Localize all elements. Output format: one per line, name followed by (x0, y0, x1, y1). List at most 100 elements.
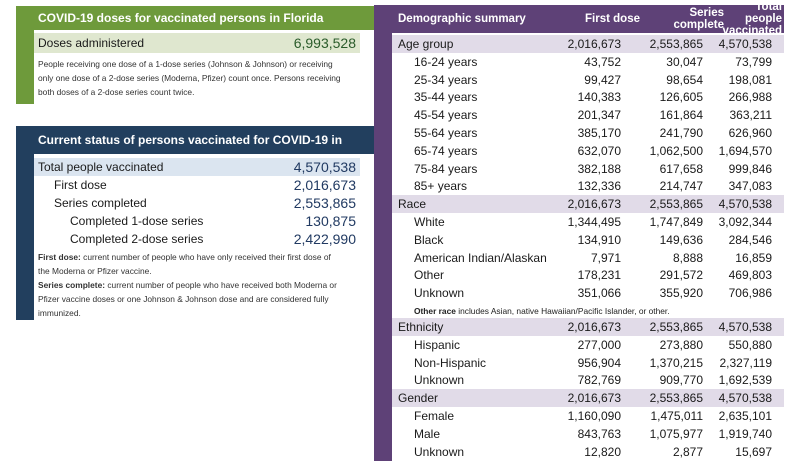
doses-administered-value: 6,993,528 (293, 35, 356, 51)
row-label: Gender (398, 391, 439, 406)
doses-administered-row: Doses administered 6,993,528 (34, 33, 360, 53)
series-complete-cell: 1,475,011 (650, 409, 704, 423)
status-row-label: Total people vaccinated (38, 160, 164, 174)
table-header: Demographic summary First dose Series com… (392, 1, 784, 37)
total-vaccinated-cell: 4,570,538 (718, 391, 772, 406)
series-complete-cell: 2,553,865 (649, 37, 703, 51)
series-complete-cell: 291,572 (659, 268, 703, 283)
series-complete-cell: 241,790 (659, 126, 703, 140)
table-row: Unknown 12,820 2,877 15,697 (392, 443, 784, 461)
first-dose-definition-text: current number of people who have only r… (80, 252, 331, 262)
series-complete-cell: 1,062,500 (649, 143, 703, 158)
first-dose-definition: First dose: current number of people who… (38, 250, 360, 264)
header-total-vaccinated: Total people vaccinated (723, 1, 782, 37)
table-row: Male 843,763 1,075,977 1,919,740 (392, 425, 784, 443)
series-complete-cell: 8,888 (672, 250, 703, 265)
doses-accent-bar (16, 6, 34, 104)
series-complete-term: Series complete: (38, 280, 106, 290)
total-vaccinated-cell: 266,988 (728, 90, 772, 105)
first-dose-cell: 632,070 (577, 143, 621, 158)
total-vaccinated-cell: 16,859 (735, 250, 772, 265)
row-label: 45-54 years (414, 108, 478, 123)
status-definitions: First dose: current number of people who… (38, 250, 360, 320)
row-label: Male (414, 426, 441, 441)
total-vaccinated-cell: 198,081 (728, 72, 772, 87)
status-row-value: 2,422,990 (293, 231, 356, 247)
table-row: 75-84 years 382,188 617,658 999,846 (392, 160, 784, 178)
row-label: Female (414, 409, 455, 423)
row-label: Ethnicity (398, 320, 444, 334)
total-vaccinated-cell: 284,546 (728, 232, 772, 247)
series-complete-cell: 2,877 (672, 444, 703, 459)
table-row: American Indian/Alaskan 7,971 8,888 16,859 (392, 249, 784, 267)
table-row: 65-74 years 632,070 1,062,500 1,694,570 (392, 142, 784, 160)
series-complete-cell: 98,654 (666, 72, 703, 87)
first-dose-cell: 782,769 (577, 373, 621, 388)
first-dose-cell: 2,016,673 (567, 197, 621, 212)
table-row: White 1,344,495 1,747,849 3,092,344 (392, 213, 784, 231)
total-vaccinated-cell: 706,986 (728, 286, 772, 301)
total-vaccinated-cell: 73,799 (735, 54, 772, 69)
status-row-completed-2-dose: Completed 2-dose series 2,422,990 (34, 230, 360, 248)
total-vaccinated-cell: 2,327,119 (719, 355, 773, 370)
header-series-complete: Series complete (644, 5, 725, 33)
table-row: 35-44 years 140,383 126,605 266,988 (392, 88, 784, 106)
first-dose-cell: 134,910 (577, 232, 621, 247)
table-row: Hispanic 277,000 273,880 550,880 (392, 336, 784, 354)
series-complete-cell: 1,075,977 (649, 426, 703, 441)
table-row: Unknown 351,066 355,920 706,986 (392, 284, 784, 302)
series-complete-cell: 909,770 (659, 373, 703, 388)
row-label: Age group (398, 37, 454, 51)
header-series-complete-line2: complete (673, 19, 725, 31)
first-dose-cell: 140,383 (577, 90, 621, 105)
table-row: 55-64 years 385,170 241,790 626,960 (392, 124, 784, 142)
total-vaccinated-cell: 347,083 (728, 179, 772, 194)
total-vaccinated-cell: 550,880 (728, 337, 772, 352)
first-dose-cell: 2,016,673 (567, 391, 621, 406)
race-footnote-term: Other race (414, 306, 456, 316)
first-dose-cell: 382,188 (577, 161, 621, 176)
table-row: Black 134,910 149,636 284,546 (392, 231, 784, 249)
first-dose-cell: 277,000 (577, 337, 621, 352)
first-dose-definition-line: the Moderna or Pfizer vaccine. (38, 266, 152, 276)
status-row-label: Series completed (54, 196, 147, 210)
row-label: Unknown (414, 373, 465, 388)
table-row: 45-54 years 201,347 161,864 363,211 (392, 106, 784, 124)
row-label: Other (414, 268, 445, 283)
status-row-value: 2,016,673 (293, 177, 356, 193)
header-total-vaccinated-line1: Total people (744, 1, 782, 25)
total-vaccinated-cell: 1,694,570 (718, 143, 772, 158)
row-label: Black (414, 232, 444, 247)
row-label: Unknown (414, 444, 465, 459)
section-row: Age group 2,016,673 2,553,865 4,570,538 (392, 35, 784, 53)
doses-title: COVID-19 doses for vaccinated persons in… (34, 6, 376, 30)
header-first-dose: First dose (585, 13, 640, 25)
doses-note-line: only one dose of a 2-dose series (Modern… (38, 73, 341, 83)
row-label: 55-64 years (414, 126, 478, 140)
row-label: Race (398, 197, 427, 212)
status-row-first-dose: First dose 2,016,673 (34, 176, 360, 194)
table-row: 85+ years 132,336 214,747 347,083 (392, 177, 784, 195)
status-row-label: Completed 1-dose series (70, 214, 204, 228)
total-vaccinated-cell: 1,919,740 (718, 426, 772, 441)
section-row: Ethnicity 2,016,673 2,553,865 4,570,538 (392, 318, 784, 336)
status-row-value: 130,875 (305, 213, 356, 229)
table-row: Unknown 782,769 909,770 1,692,539 (392, 371, 784, 389)
series-complete-cell: 161,864 (659, 108, 703, 123)
row-label: 16-24 years (414, 54, 478, 69)
series-complete-cell: 30,047 (666, 54, 703, 69)
row-label: 65-74 years (414, 143, 478, 158)
series-complete-cell: 149,636 (659, 232, 703, 247)
series-complete-cell: 214,747 (659, 179, 703, 194)
header-series-complete-line1: Series (689, 7, 724, 19)
table-row: 16-24 years 43,752 30,047 73,799 (392, 53, 784, 71)
total-vaccinated-cell: 4,570,538 (718, 197, 772, 212)
row-label: 85+ years (414, 179, 468, 194)
series-complete-cell: 1,747,849 (649, 215, 703, 229)
header-demographic-summary: Demographic summary (398, 13, 526, 25)
first-dose-cell: 132,336 (577, 179, 621, 194)
row-label: 25-34 years (414, 72, 478, 87)
row-label: Hispanic (414, 337, 461, 352)
first-dose-cell: 2,016,673 (567, 37, 621, 51)
table-row: Non-Hispanic 956,904 1,370,215 2,327,119 (392, 354, 784, 372)
